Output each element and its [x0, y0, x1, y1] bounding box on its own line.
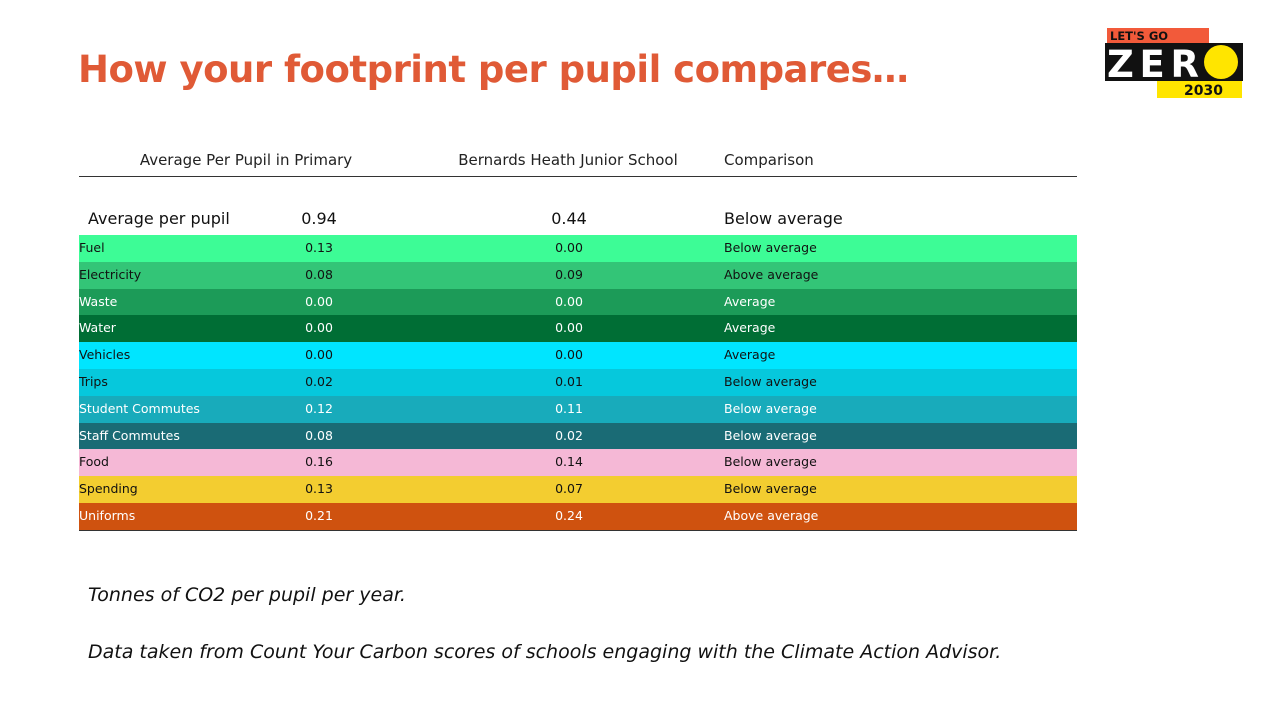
table-row: Water 0.00 0.00 Average [79, 315, 1077, 343]
header-divider [79, 176, 1077, 177]
row-comparison: Average [724, 320, 776, 336]
table-row: Electricity 0.08 0.09 Above average [79, 261, 1077, 289]
row-primary-text: 0.16 [305, 454, 333, 470]
row-school-text: 0.00 [555, 320, 583, 336]
row-school-text: 0.00 [555, 293, 583, 309]
row-label: Electricity [79, 266, 142, 282]
header-school: Bernards Heath Junior School [458, 151, 678, 169]
row-primary-text: 0.13 [305, 240, 333, 255]
row-label: Student Commutes [79, 400, 200, 416]
row-label: Fuel [79, 240, 105, 255]
source-note: Data taken from Count Your Carbon scores… [88, 641, 1002, 663]
row-primary-text: 0.08 [305, 427, 333, 443]
table-row: Trips 0.02 0.01 Below average [79, 368, 1077, 396]
row-comparison: Below average [724, 400, 817, 416]
row-label: Trips [79, 373, 108, 389]
row-comparison: Below average [724, 454, 817, 470]
row-primary-text: 0.02 [305, 373, 333, 389]
svg-text:LET'S GO: LET'S GO [1110, 29, 1168, 43]
row-primary-text: 0.13 [305, 481, 333, 497]
row-comparison: Below average [724, 240, 817, 255]
row-primary-text: 0.21 [305, 507, 333, 523]
row-school-text: 0.09 [555, 266, 583, 282]
average-primary: 0.94 [301, 209, 337, 228]
lets-go-zero-logo: LET'S GO ZER 2030 [1105, 28, 1243, 98]
row-label: Waste [79, 293, 118, 309]
row-primary-text: 0.00 [305, 293, 333, 309]
row-comparison: Average [724, 347, 776, 363]
row-label: Water [79, 320, 116, 336]
table-row: Vehicles 0.00 0.00 Average [79, 342, 1077, 369]
table-row: Student Commutes 0.12 0.11 Below average [79, 395, 1077, 423]
average-label: Average per pupil [88, 209, 230, 228]
row-comparison: Below average [724, 427, 817, 443]
units-note: Tonnes of CO2 per pupil per year. [88, 584, 406, 606]
row-school-text: 0.14 [555, 454, 583, 470]
row-school-text: 0.01 [555, 373, 583, 389]
table-row: Staff Commutes 0.08 0.02 Below average [79, 422, 1077, 450]
row-school-text: 0.00 [555, 347, 583, 363]
row-school-text: 0.07 [555, 481, 583, 497]
row-comparison: Above average [724, 266, 819, 282]
table-row: Food 0.16 0.14 Below average [79, 449, 1077, 477]
row-school-text: 0.00 [555, 240, 583, 255]
page-title: How your footprint per pupil compares… [78, 48, 909, 91]
row-label: Spending [79, 481, 138, 497]
average-comparison: Below average [724, 209, 843, 228]
row-comparison: Average [724, 293, 776, 309]
row-primary-text: 0.12 [305, 400, 333, 416]
row-primary-text: 0.00 [305, 347, 333, 363]
row-label: Uniforms [79, 507, 136, 523]
row-school-text: 0.11 [555, 400, 583, 416]
table-row: Uniforms 0.21 0.24 Above average [79, 502, 1077, 530]
row-comparison: Below average [724, 373, 817, 389]
header-primary: Average Per Pupil in Primary [139, 151, 353, 169]
row-primary-text: 0.08 [305, 266, 333, 282]
table-row: Waste 0.00 0.00 Average [79, 288, 1077, 316]
row-comparison: Above average [724, 507, 819, 523]
row-comparison: Below average [724, 481, 817, 497]
table-row: Fuel 0.13 0.00 Below average [79, 235, 1077, 262]
category-table: Fuel 0.13 0.00 Below average Electricity 0.08… [79, 235, 1077, 531]
row-label: Food [79, 454, 109, 470]
header-comparison: Comparison [724, 151, 814, 169]
table-row: Spending 0.13 0.07 Below average [79, 476, 1077, 503]
row-primary-text: 0.00 [305, 320, 333, 336]
svg-text:2030: 2030 [1184, 83, 1223, 98]
row-school-text: 0.24 [555, 507, 583, 523]
row-label: Staff Commutes [79, 427, 180, 443]
svg-text:ZER: ZER [1107, 43, 1199, 86]
row-label: Vehicles [79, 347, 131, 363]
row-school-text: 0.02 [555, 427, 583, 443]
average-school: 0.44 [551, 209, 587, 228]
